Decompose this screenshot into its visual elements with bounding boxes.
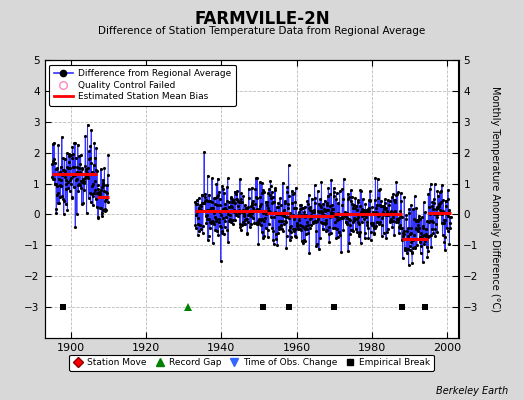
Text: Difference of Station Temperature Data from Regional Average: Difference of Station Temperature Data f… — [99, 26, 425, 36]
Text: FARMVILLE-2N: FARMVILLE-2N — [194, 10, 330, 28]
Legend: Difference from Regional Average, Quality Control Failed, Estimated Station Mean: Difference from Regional Average, Qualit… — [49, 64, 236, 106]
Y-axis label: Monthly Temperature Anomaly Difference (°C): Monthly Temperature Anomaly Difference (… — [490, 86, 500, 312]
Text: Berkeley Earth: Berkeley Earth — [436, 386, 508, 396]
Legend: Station Move, Record Gap, Time of Obs. Change, Empirical Break: Station Move, Record Gap, Time of Obs. C… — [70, 354, 433, 371]
